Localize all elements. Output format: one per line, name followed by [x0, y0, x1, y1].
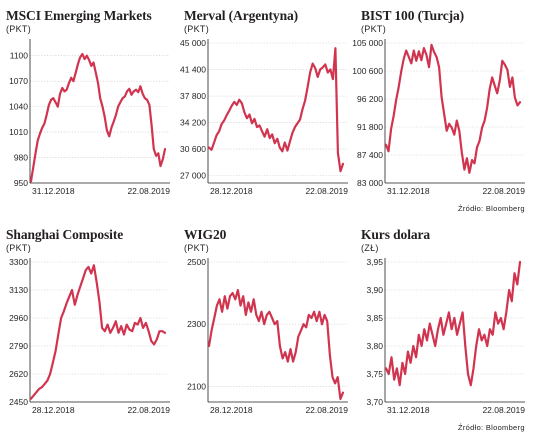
chart-title: Merval (Argentyna) — [184, 8, 299, 23]
y-tick-label: 1100 — [10, 51, 29, 61]
y-tick-label: 3,95 — [366, 257, 383, 267]
y-tick-label: 3130 — [9, 285, 28, 295]
y-tick-label: 41 400 — [180, 65, 206, 75]
y-tick-label: 1070 — [9, 76, 28, 86]
y-tick-label: 1010 — [9, 127, 28, 137]
y-tick-label: 2790 — [9, 341, 28, 351]
chart-title: WIG20 — [184, 227, 227, 242]
y-tick-label: 950 — [14, 178, 28, 188]
y-tick-label: 2960 — [9, 313, 28, 323]
x-tick-label: 28.12.2018 — [210, 186, 253, 196]
chart-wig20: WIG20 (PKT) 2100 2300 2500 28.12.2018 22.08.… — [178, 227, 354, 439]
y-tick-label: 980 — [14, 153, 28, 163]
y-tick-label: 83 000 — [357, 178, 383, 188]
x-tick-label: 22.08.2019 — [305, 405, 348, 415]
y-tick-label: 45 000 — [180, 38, 206, 48]
x-tick-label: 22.08.2019 — [305, 186, 348, 196]
x-tick-label: 31.12.2018 — [32, 186, 75, 196]
source-note: Źródło: Bloomberg — [458, 423, 525, 432]
chart-unit: (PKT) — [184, 243, 209, 253]
y-tick-label: 3,90 — [366, 285, 383, 295]
chart-unit: (PKT) — [184, 24, 209, 34]
source-note: Źródło: Bloomberg — [458, 204, 525, 213]
y-tick-label: 2620 — [9, 369, 28, 379]
chart-title: BIST 100 (Turcja) — [361, 8, 465, 23]
series-line — [384, 43, 522, 174]
line-plot: 2100 2300 2500 28.12.2018 22.08.2019 — [187, 257, 348, 415]
chart-unit: (PKT) — [6, 24, 31, 34]
y-tick-label: 91 800 — [357, 122, 383, 132]
chart-merval: Merval (Argentyna) (PKT) 27 000 30 600 34 … — [178, 8, 354, 220]
y-tick-label: 3,85 — [366, 313, 383, 323]
y-tick-label: 30 600 — [180, 144, 206, 154]
series-line — [207, 288, 345, 400]
series-line — [207, 47, 345, 173]
y-tick-label: 2500 — [187, 257, 206, 267]
y-tick-label: 2450 — [9, 397, 28, 407]
line-plot: 27 000 30 600 34 200 37 800 41 400 45 000 28.1… — [180, 38, 348, 196]
chart-kurs-dolara: Kurs dolara (ZŁ) 3,70 3,75 3,80 3,85 3,90 3,9… — [355, 227, 531, 439]
y-tick-label: 3300 — [9, 257, 28, 267]
x-tick-label: 22.08.2019 — [127, 405, 170, 415]
y-tick-label: 100 600 — [352, 66, 383, 76]
chart-bist-100: BIST 100 (Turcja) (PKT) 83 000 87 400 91 8… — [352, 8, 531, 220]
series-line — [384, 260, 522, 387]
chart-shanghai-composite: Shanghai Composite (PKT) 2450 2620 2790 296… — [0, 227, 176, 439]
line-plot: 950 980 1010 1040 1070 1100 31.12.2018 22.08.20… — [9, 39, 170, 196]
x-tick-label: 22.08.2019 — [482, 405, 525, 415]
x-tick-label: 31.12.2018 — [387, 405, 430, 415]
y-tick-label: 1040 — [9, 102, 28, 112]
chart-title: Kurs dolara — [361, 227, 431, 242]
y-tick-label: 3,70 — [366, 397, 383, 407]
chart-unit: (PKT) — [361, 24, 386, 34]
x-tick-label: 28.12.2018 — [210, 405, 253, 415]
chart-title: Shanghai Composite — [6, 227, 124, 242]
y-tick-label: 34 200 — [180, 118, 206, 128]
series-line — [29, 264, 167, 400]
y-tick-label: 105 000 — [352, 38, 383, 48]
y-tick-label: 87 400 — [357, 150, 383, 160]
y-tick-label: 2300 — [187, 319, 206, 329]
chart-unit: (PKT) — [6, 243, 31, 253]
y-tick-label: 3,75 — [366, 369, 383, 379]
line-plot: 83 000 87 400 91 800 96 200 100 600 105 000 31… — [352, 38, 525, 196]
chart-unit: (ZŁ) — [361, 243, 379, 253]
y-tick-label: 2100 — [187, 381, 206, 391]
chart-msci-emerging-markets: MSCI Emerging Markets (PKT) 950 980 1010 10… — [0, 8, 176, 220]
x-tick-label: 31.12.2018 — [387, 186, 430, 196]
y-tick-label: 27 000 — [180, 171, 206, 181]
x-tick-label: 28.12.2018 — [32, 405, 75, 415]
chart-title: MSCI Emerging Markets — [6, 8, 152, 23]
series-line — [29, 52, 167, 183]
line-plot: 3,70 3,75 3,80 3,85 3,90 3,95 31.12.2018 22.08.… — [366, 257, 525, 415]
x-tick-label: 22.08.2019 — [482, 186, 525, 196]
y-tick-label: 3,80 — [366, 341, 383, 351]
y-tick-label: 37 800 — [180, 91, 206, 101]
x-tick-label: 22.08.2019 — [127, 186, 170, 196]
y-tick-label: 96 200 — [357, 94, 383, 104]
line-plot: 2450 2620 2790 2960 3130 3300 28.12.2018 22.08.… — [9, 257, 170, 415]
